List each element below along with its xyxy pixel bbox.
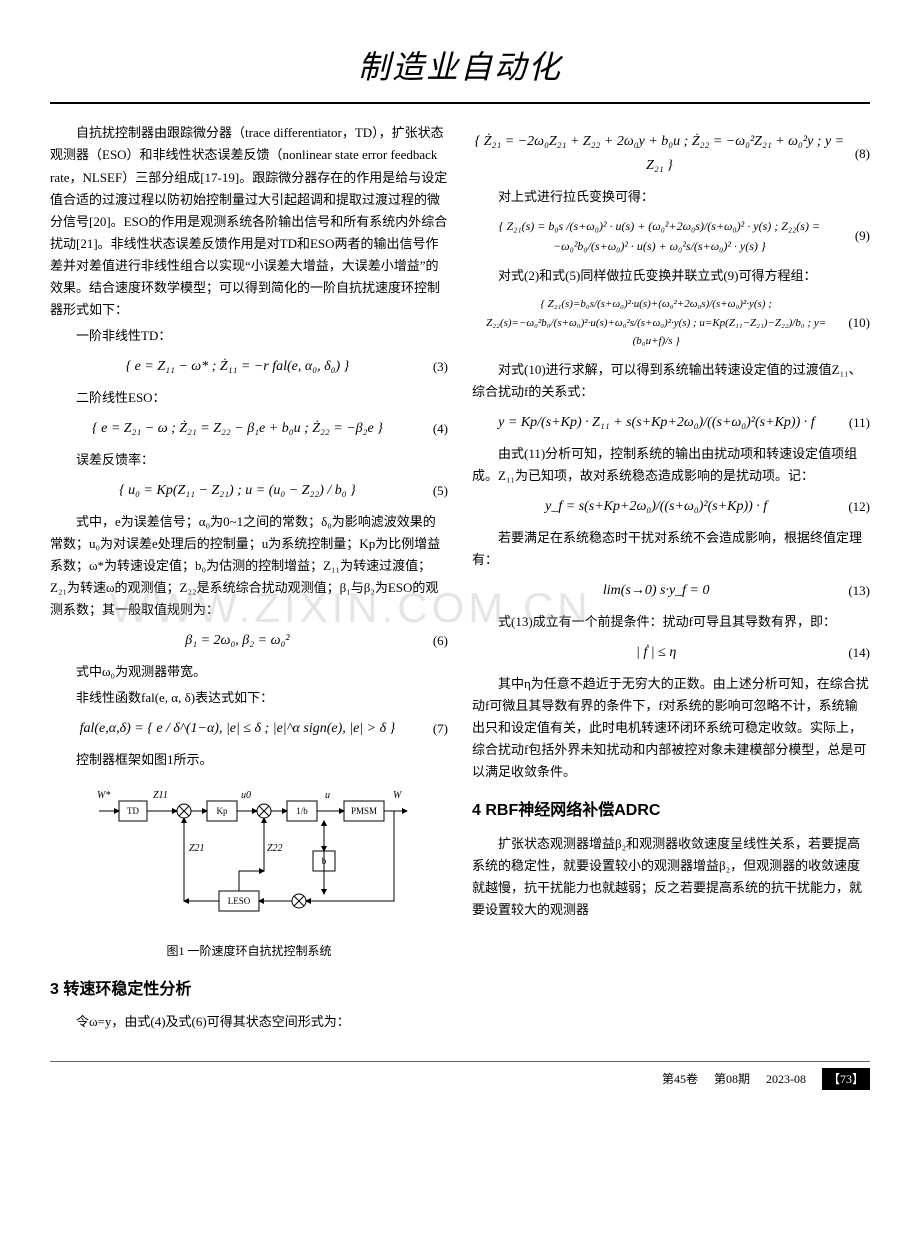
page-header: 制造业自动化 <box>50 40 870 94</box>
svg-text:W*: W* <box>97 790 110 801</box>
svg-text:TD: TD <box>127 806 139 816</box>
footer-issue: 第08期 <box>714 1069 750 1089</box>
section-3-title: 3 转速环稳定性分析 <box>50 976 448 1003</box>
eq12-num: (12) <box>848 496 870 518</box>
equation-12: y_f = s(s+Kp+2ω₀)/((s+ω₀)²(s+Kp)) · f (1… <box>472 495 870 519</box>
para-r3: 对式(10)进行求解，可以得到系统输出转速设定值的过渡值Z₁₁、综合扰动f的关系… <box>472 359 870 403</box>
para-omega0: 式中ω₀为观测器带宽。 <box>50 661 448 683</box>
equation-9: { Z₂₁(s) = b₀s /(s+ω₀)² · u(s) + (ω₀²+2ω… <box>472 216 870 257</box>
equation-6: β₁ = 2ω₀, β₂ = ω₀² (6) <box>50 629 448 653</box>
section-4-title: 4 RBF神经网络补偿ADRC <box>472 797 870 824</box>
svg-text:W: W <box>393 790 403 801</box>
eq13-num: (13) <box>848 580 870 602</box>
eq13-content: lim(s→0) s·y_f = 0 <box>472 579 840 603</box>
eq3-num: (3) <box>433 356 448 378</box>
equation-5: { u₀ = Kp(Z₁₁ − Z₂₁) ; u = (u₀ − Z₂₂) / … <box>50 479 448 503</box>
header-rule <box>50 102 870 104</box>
right-column: { Ż₂₁ = −2ω₀Z₂₁ + Z₂₂ + 2ω₀y + b₀u ; Ż₂₂… <box>472 122 870 1037</box>
figure-1-block-diagram: TDKp1/bPMSMbLESO W*Z <box>89 781 409 931</box>
eq8-content: { Ż₂₁ = −2ω₀Z₂₁ + Z₂₂ + 2ω₀y + b₀u ; Ż₂₂… <box>472 130 847 178</box>
para-r6: 式(13)成立有一个前提条件：扰动f可导且其导数有界，即： <box>472 611 870 633</box>
eq5-content: { u₀ = Kp(Z₁₁ − Z₂₁) ; u = (u₀ − Z₂₂) / … <box>50 479 425 503</box>
journal-title: 制造业自动化 <box>50 40 870 94</box>
equation-8: { Ż₂₁ = −2ω₀Z₂₁ + Z₂₂ + 2ω₀y + b₀u ; Ż₂₂… <box>472 130 870 178</box>
eq4-num: (4) <box>433 418 448 440</box>
para-intro: 自抗扰控制器由跟踪微分器（trace differentiator，TD），扩张… <box>50 122 448 321</box>
eq9-content: { Z₂₁(s) = b₀s /(s+ω₀)² · u(s) + (ω₀²+2ω… <box>472 216 847 257</box>
eq12-content: y_f = s(s+Kp+2ω₀)/((s+ω₀)²(s+Kp)) · f <box>472 495 840 519</box>
eq6-num: (6) <box>433 630 448 652</box>
label-err: 误差反馈率： <box>50 449 448 471</box>
eq7-num: (7) <box>433 718 448 740</box>
equation-3: { e = Z₁₁ − ω* ; Ż₁₁ = −r fal(e, α₀, δ₀)… <box>50 355 448 379</box>
svg-text:PMSM: PMSM <box>351 806 377 816</box>
para-r4: 由式(11)分析可知，控制系统的输出由扰动项和转速设定值项组成。Z₁₁为已知项，… <box>472 443 870 487</box>
eq5-num: (5) <box>433 480 448 502</box>
svg-text:1/b: 1/b <box>296 806 308 816</box>
equation-13: lim(s→0) s·y_f = 0 (13) <box>472 579 870 603</box>
para-r1: 对上式进行拉氏变换可得： <box>472 186 870 208</box>
eq3-content: { e = Z₁₁ − ω* ; Ż₁₁ = −r fal(e, α₀, δ₀)… <box>50 355 425 379</box>
svg-text:u: u <box>325 790 330 801</box>
two-column-layout: WWW.ZIXIN.COM.CN 自抗扰控制器由跟踪微分器（trace diff… <box>50 122 870 1037</box>
eq7-content: fal(e,α,δ) = { e / δ^(1−α), |e| ≤ δ ; |e… <box>50 717 425 741</box>
equation-7: fal(e,α,δ) = { e / δ^(1−α), |e| ≤ δ ; |e… <box>50 717 448 741</box>
para-sec3-1: 令ω=y，由式(4)及式(6)可得其状态空间形式为： <box>50 1011 448 1033</box>
para-fal: 非线性函数fal(e, α, δ)表达式如下： <box>50 687 448 709</box>
svg-text:Z21: Z21 <box>189 843 205 854</box>
eq11-content: y = Kp/(s+Kp) · Z₁₁ + s(s+Kp+2ω₀)/((s+ω₀… <box>472 411 841 435</box>
equation-11: y = Kp/(s+Kp) · Z₁₁ + s(s+Kp+2ω₀)/((s+ω₀… <box>472 411 870 435</box>
para-fig-ref: 控制器框架如图1所示。 <box>50 749 448 771</box>
eq14-num: (14) <box>848 642 870 664</box>
footer-volume: 第45卷 <box>662 1069 698 1089</box>
para-r5: 若要满足在系统稳态时干扰对系统不会造成影响，根据终值定理有： <box>472 527 870 571</box>
eq14-content: | ḟ | ≤ η <box>472 641 840 665</box>
para-symbols: 式中，e为误差信号；α₀为0~1之间的常数；δ₀为影响滤波效果的常数；u₀为对误… <box>50 511 448 621</box>
svg-text:u0: u0 <box>241 790 251 801</box>
left-column: 自抗扰控制器由跟踪微分器（trace differentiator，TD），扩张… <box>50 122 448 1037</box>
svg-text:Z11: Z11 <box>153 790 168 801</box>
eq6-content: β₁ = 2ω₀, β₂ = ω₀² <box>50 629 425 653</box>
footer-page: 【73】 <box>822 1068 870 1090</box>
equation-4: { e = Z₂₁ − ω ; Ż₂₁ = Z₂₂ − β₁e + b₀u ; … <box>50 417 448 441</box>
eq8-num: (8) <box>855 143 870 165</box>
page-footer: 第45卷 第08期 2023-08 【73】 <box>50 1061 870 1090</box>
eq11-num: (11) <box>849 412 870 434</box>
para-r8: 扩张状态观测器增益β₂和观测器收敛速度呈线性关系，若要提高系统的稳定性，就要设置… <box>472 833 870 921</box>
label-eso: 二阶线性ESO： <box>50 387 448 409</box>
footer-date: 2023-08 <box>766 1069 806 1089</box>
svg-text:Kp: Kp <box>217 806 228 816</box>
eq10-content: { Z₂₁(s)=b₀s/(s+ω₀)²·u(s)+(ω₀²+2ω₀s)/(s+… <box>472 295 840 351</box>
para-r7: 其中η为任意不趋近于无穷大的正数。由上述分析可知，在综合扰动f可微且其导数有界的… <box>472 673 870 783</box>
eq9-num: (9) <box>855 225 870 247</box>
eq4-content: { e = Z₂₁ − ω ; Ż₂₁ = Z₂₂ − β₁e + b₀u ; … <box>50 417 425 441</box>
figure-1-caption: 图1 一阶速度环自抗扰控制系统 <box>50 941 448 961</box>
eq10-num: (10) <box>848 312 870 334</box>
svg-text:LESO: LESO <box>228 896 251 906</box>
equation-10: { Z₂₁(s)=b₀s/(s+ω₀)²·u(s)+(ω₀²+2ω₀s)/(s+… <box>472 295 870 351</box>
svg-text:Z22: Z22 <box>267 843 283 854</box>
equation-14: | ḟ | ≤ η (14) <box>472 641 870 665</box>
para-r2: 对式(2)和式(5)同样做拉氏变换并联立式(9)可得方程组： <box>472 265 870 287</box>
label-td: 一阶非线性TD： <box>50 325 448 347</box>
